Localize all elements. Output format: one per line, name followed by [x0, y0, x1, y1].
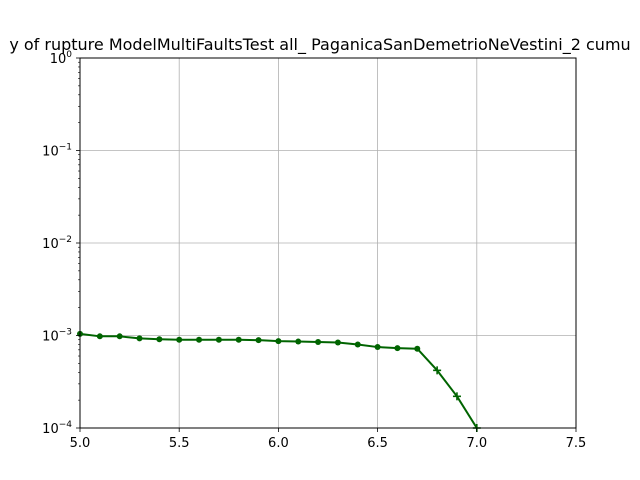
data-point-marker	[235, 336, 242, 343]
data-point-marker	[196, 336, 203, 343]
y-tick-base: 10	[42, 330, 59, 345]
y-tick-exponent: −3	[59, 328, 72, 338]
data-point-marker	[315, 339, 322, 346]
y-tick-base: 10	[42, 237, 59, 252]
y-tick-label: 10−4	[42, 420, 72, 437]
y-tick-exponent: 0	[66, 50, 72, 60]
data-point-marker	[394, 345, 401, 352]
x-tick-label: 5.0	[70, 436, 91, 451]
y-tick-label: 10−1	[42, 143, 72, 160]
data-point-marker	[452, 392, 461, 401]
data-point-marker	[156, 336, 163, 343]
y-tick-label: 100	[50, 50, 73, 67]
y-tick-exponent: −4	[59, 420, 73, 430]
x-tick-label: 5.5	[169, 436, 190, 451]
data-point-marker	[334, 339, 341, 346]
y-tick-base: 10	[42, 145, 59, 160]
data-point-marker	[414, 345, 421, 352]
data-point-marker	[136, 335, 143, 342]
x-tick-label: 6.5	[367, 436, 388, 451]
data-point-marker	[96, 333, 103, 340]
y-tick-label: 10−3	[42, 328, 72, 345]
data-point-marker	[116, 333, 123, 340]
data-point-marker	[255, 337, 262, 344]
data-point-marker	[374, 344, 381, 351]
y-tick-label: 10−2	[42, 235, 72, 252]
data-point-marker	[295, 338, 302, 345]
data-point-marker	[176, 336, 183, 343]
x-tick-label: 7.0	[466, 436, 487, 451]
chart-title: y of rupture ModelMultiFaultsTest all_ P…	[9, 35, 630, 55]
y-tick-exponent: −2	[59, 235, 72, 245]
data-point-marker	[354, 341, 361, 348]
data-point-marker	[215, 336, 222, 343]
data-point-marker	[275, 338, 282, 345]
x-tick-label: 6.0	[268, 436, 289, 451]
data-series	[77, 330, 481, 432]
y-tick-base: 10	[50, 52, 67, 67]
data-point-marker	[433, 366, 442, 375]
y-tick-exponent: −1	[59, 143, 72, 153]
x-tick-label: 7.5	[566, 436, 587, 451]
y-tick-base: 10	[42, 422, 59, 437]
